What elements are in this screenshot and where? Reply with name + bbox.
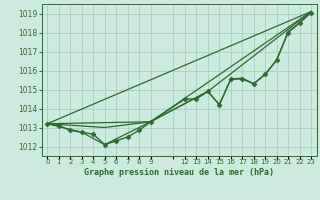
X-axis label: Graphe pression niveau de la mer (hPa): Graphe pression niveau de la mer (hPa) (84, 168, 274, 177)
